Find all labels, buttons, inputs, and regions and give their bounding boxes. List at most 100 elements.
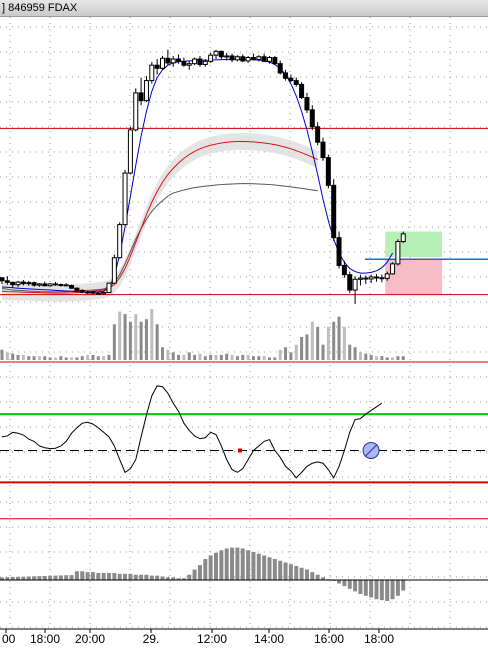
candle — [138, 77, 144, 106]
volume-bar — [294, 344, 298, 360]
candle — [208, 52, 214, 63]
volume-bar — [171, 352, 175, 360]
volume-bar — [193, 354, 197, 360]
histogram-bar — [385, 580, 390, 601]
volume-bar — [316, 326, 320, 360]
histogram-bar — [58, 575, 63, 580]
volume-bar — [268, 357, 271, 360]
candle — [122, 169, 128, 226]
down-candle-body — [154, 64, 160, 69]
volume-bar — [107, 354, 111, 360]
volume-bar — [166, 349, 170, 360]
histogram-bar — [203, 559, 208, 580]
histogram-bar — [139, 574, 144, 580]
volume-bar — [321, 344, 325, 360]
histogram-bar — [53, 575, 58, 580]
volume-bar — [70, 357, 74, 360]
histogram-bar — [155, 575, 160, 580]
time-axis-label: 00 — [2, 632, 16, 646]
candle — [154, 59, 160, 75]
down-candle-body — [379, 277, 385, 280]
histogram-bar — [390, 580, 395, 600]
candle — [31, 281, 37, 287]
volume-bar — [128, 321, 132, 360]
volume-bar — [112, 324, 116, 360]
target-zone — [385, 231, 442, 257]
volume-bar — [348, 344, 352, 360]
histogram-bar — [342, 580, 347, 587]
histogram-bar — [26, 576, 31, 580]
candle — [101, 291, 107, 295]
volume-bar — [54, 357, 57, 360]
candle — [229, 53, 235, 63]
histogram-bar — [294, 566, 299, 580]
histogram-bar — [192, 569, 197, 580]
oscillator-panel[interactable] — [0, 385, 488, 520]
histogram-bar — [176, 578, 181, 580]
candle — [374, 273, 379, 282]
histogram-bar — [128, 573, 133, 580]
down-candle-body — [176, 58, 182, 62]
down-candle-body — [283, 72, 289, 79]
histogram-bar — [48, 575, 53, 580]
volume-bar — [139, 321, 143, 360]
up-candle-body — [400, 233, 406, 243]
candle — [197, 55, 203, 67]
volume-bar — [396, 356, 400, 360]
candle — [272, 55, 278, 66]
down-candle-body — [10, 281, 16, 286]
volume-bar — [32, 356, 36, 360]
up-candle-body — [160, 57, 165, 69]
volume-bar — [289, 352, 293, 360]
volume-bar — [59, 356, 63, 360]
candle — [186, 60, 192, 70]
candle — [63, 283, 69, 287]
up-candle-body — [111, 257, 117, 284]
volume-bar — [369, 354, 373, 360]
candle — [165, 49, 171, 66]
candle — [400, 231, 406, 244]
down-candle-body — [58, 284, 64, 287]
volume-bar — [310, 321, 314, 360]
volume-bar — [27, 356, 31, 360]
histogram-bar — [267, 557, 272, 580]
histogram-bar — [304, 569, 309, 580]
candle — [336, 231, 342, 269]
volume-bar — [21, 354, 25, 360]
up-candle-body — [224, 55, 230, 58]
up-candle-body — [85, 291, 91, 294]
volume-bar — [209, 354, 213, 360]
histogram-bar — [123, 573, 128, 580]
up-candle-body — [192, 58, 198, 65]
volume-panel[interactable] — [0, 309, 488, 363]
up-candle-body — [352, 278, 358, 291]
up-candle-body — [36, 283, 42, 286]
candle — [106, 282, 112, 294]
up-candle-body — [122, 172, 128, 226]
histogram-bar — [101, 573, 106, 580]
candle — [261, 53, 267, 63]
price-panel[interactable] — [0, 49, 488, 304]
chart-area[interactable]: 00 18:00 20:00 29. 12:00 14:00 16:00 18:00 — [0, 17, 488, 651]
candle — [181, 57, 187, 67]
histogram-panel[interactable] — [0, 547, 488, 601]
histogram-bar — [230, 547, 235, 580]
candle — [357, 274, 363, 286]
volume-bar — [177, 354, 181, 360]
time-axis: 00 18:00 20:00 29. 12:00 14:00 16:00 18:00 — [2, 629, 394, 646]
histogram-bar — [272, 559, 277, 580]
candle — [304, 92, 310, 113]
up-candle-body — [208, 54, 214, 62]
window-title-bar[interactable]: ] 846959 FDAX — [0, 0, 488, 17]
histogram-bar — [181, 578, 186, 580]
candle — [384, 271, 390, 281]
volume-bar — [380, 356, 384, 360]
candle — [20, 280, 26, 286]
down-candle-body — [0, 277, 5, 282]
up-candle-body — [26, 282, 32, 285]
volume-bar — [337, 316, 341, 360]
down-candle-body — [197, 58, 203, 65]
up-candle-body — [133, 92, 139, 131]
time-axis-label: 20:00 — [75, 632, 105, 646]
volume-bar — [364, 353, 368, 360]
